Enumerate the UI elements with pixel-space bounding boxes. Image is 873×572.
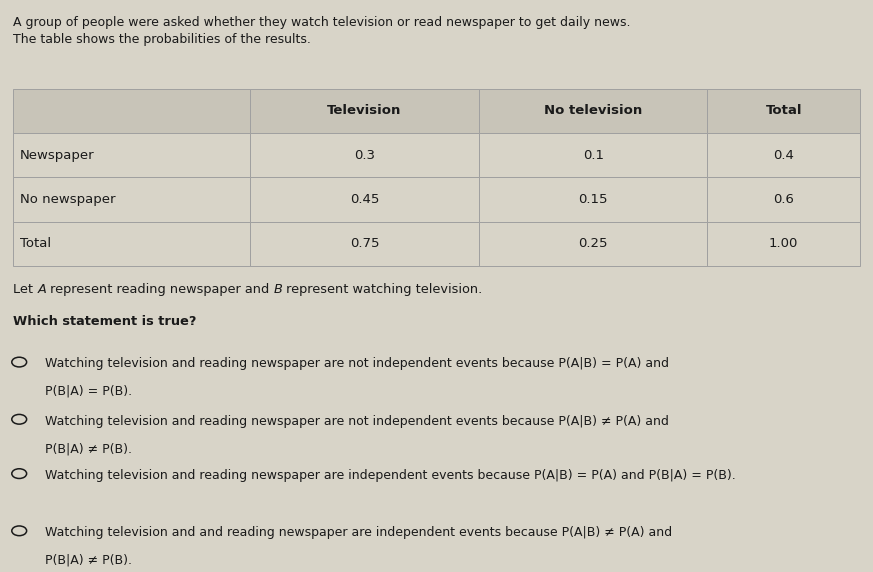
- Bar: [251, 177, 479, 222]
- Bar: [13, 89, 251, 133]
- Text: No newspaper: No newspaper: [20, 193, 115, 206]
- Bar: [478, 133, 707, 177]
- Bar: [707, 177, 860, 222]
- Text: Total: Total: [766, 104, 802, 117]
- Text: The table shows the probabilities of the results.: The table shows the probabilities of the…: [13, 33, 311, 46]
- Text: 0.3: 0.3: [354, 149, 375, 162]
- Text: Watching television and reading newspaper are not independent events because P(A: Watching television and reading newspape…: [45, 358, 670, 371]
- Text: 0.6: 0.6: [773, 193, 794, 206]
- Text: Watching television and reading newspaper are not independent events because P(A: Watching television and reading newspape…: [45, 415, 670, 428]
- Bar: [251, 89, 479, 133]
- Text: P(B|A) = P(B).: P(B|A) = P(B).: [45, 385, 133, 398]
- Text: 0.45: 0.45: [350, 193, 379, 206]
- Bar: [251, 221, 479, 266]
- Text: Watching television and reading newspaper are independent events because P(A|B) : Watching television and reading newspape…: [45, 469, 736, 482]
- Text: Total: Total: [20, 237, 52, 251]
- Bar: [707, 221, 860, 266]
- Text: 0.75: 0.75: [350, 237, 379, 251]
- Text: represent watching television.: represent watching television.: [282, 283, 483, 296]
- Text: Newspaper: Newspaper: [20, 149, 94, 162]
- Bar: [707, 89, 860, 133]
- Text: Let: Let: [13, 283, 38, 296]
- Text: 0.4: 0.4: [773, 149, 794, 162]
- Text: P(B|A) ≠ P(B).: P(B|A) ≠ P(B).: [45, 554, 133, 567]
- Bar: [13, 221, 251, 266]
- Text: No television: No television: [544, 104, 643, 117]
- Text: P(B|A) ≠ P(B).: P(B|A) ≠ P(B).: [45, 442, 133, 455]
- Text: 0.15: 0.15: [579, 193, 608, 206]
- Bar: [478, 221, 707, 266]
- Text: 1.00: 1.00: [769, 237, 799, 251]
- Text: Television: Television: [327, 104, 402, 117]
- Bar: [478, 177, 707, 222]
- Text: Watching television and and reading newspaper are independent events because P(A: Watching television and and reading news…: [45, 526, 672, 539]
- Text: 0.25: 0.25: [579, 237, 608, 251]
- Bar: [707, 133, 860, 177]
- Text: 0.1: 0.1: [582, 149, 603, 162]
- Text: A: A: [38, 283, 46, 296]
- Text: A group of people were asked whether they watch television or read newspaper to : A group of people were asked whether the…: [13, 16, 630, 29]
- Text: represent reading newspaper and: represent reading newspaper and: [46, 283, 273, 296]
- Bar: [13, 177, 251, 222]
- Text: B: B: [273, 283, 282, 296]
- Bar: [251, 133, 479, 177]
- Bar: [478, 89, 707, 133]
- Text: Which statement is true?: Which statement is true?: [13, 315, 196, 328]
- Bar: [13, 133, 251, 177]
